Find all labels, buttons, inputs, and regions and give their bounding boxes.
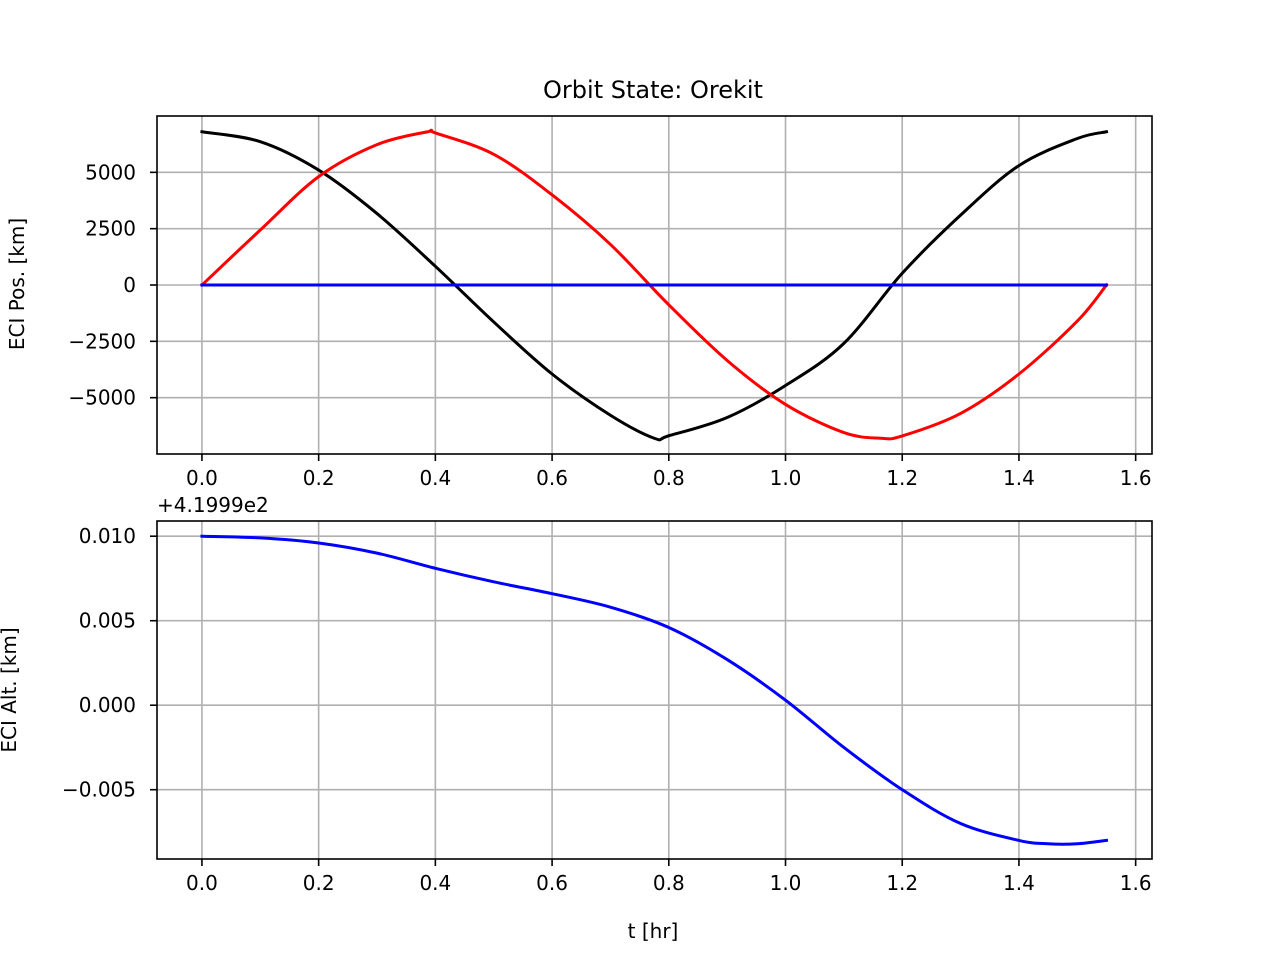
position-x-tick-label: 1.6: [1120, 466, 1152, 490]
position-x-tick-label: 0.0: [186, 466, 218, 490]
altitude-x-tick-label: 1.0: [770, 871, 802, 895]
position-series-line-1: [200, 129, 1109, 442]
altitude-x-tick-label: 0.6: [536, 871, 568, 895]
position-x-tick-label: 1.4: [1003, 466, 1035, 490]
position-y-tick-label: 0: [123, 273, 136, 297]
position-y-tick-label: 2500: [85, 217, 136, 241]
altitude-x-tick-label: 0.2: [303, 871, 335, 895]
altitude-y-tick-label: 0.000: [79, 693, 136, 717]
position-x-tick-label: 0.4: [419, 466, 451, 490]
time-x-axis-label: t [hr]: [628, 919, 679, 943]
chart-title: Orbit State: Orekit: [543, 76, 763, 104]
altitude-offset-label: +4.1999e2: [157, 493, 269, 517]
altitude-y-tick-label: 0.005: [79, 609, 136, 633]
position-x-tick-label: 1.2: [886, 466, 918, 490]
position-x-tick-label: 0.2: [303, 466, 335, 490]
altitude-axes-frame: [156, 520, 1153, 860]
altitude-series-line-1: [200, 534, 1109, 846]
plot-layer: 0.0 0.2 0.4 0.6 0.8 1.0 1.2 1.4 1.6 5000 2500 0 −250…: [62, 115, 1153, 895]
altitude-y-tick-label: −0.005: [62, 778, 136, 802]
position-axes-frame: [156, 115, 1153, 455]
position-y-tick-label: −5000: [68, 386, 136, 410]
altitude-y-axis-label: ECI Alt. [km]: [0, 627, 21, 752]
altitude-x-tick-label: 1.4: [1003, 871, 1035, 895]
position-y-tick-label: −2500: [68, 329, 136, 353]
position-x-tick-label: 0.6: [536, 466, 568, 490]
position-series-line-2: [199, 128, 1109, 441]
altitude-y-tick-label: 0.010: [79, 524, 136, 548]
position-x-tick-label: 0.8: [653, 466, 685, 490]
altitude-x-tick-label: 0.0: [186, 871, 218, 895]
altitude-x-tick-label: 0.4: [419, 871, 451, 895]
position-x-tick-label: 1.0: [770, 466, 802, 490]
altitude-x-tick-label: 1.2: [886, 871, 918, 895]
altitude-x-tick-label: 0.8: [653, 871, 685, 895]
altitude-x-tick-label: 1.6: [1120, 871, 1152, 895]
position-y-tick-label: 5000: [85, 160, 136, 184]
position-y-axis-label: ECI Pos. [km]: [5, 218, 29, 350]
